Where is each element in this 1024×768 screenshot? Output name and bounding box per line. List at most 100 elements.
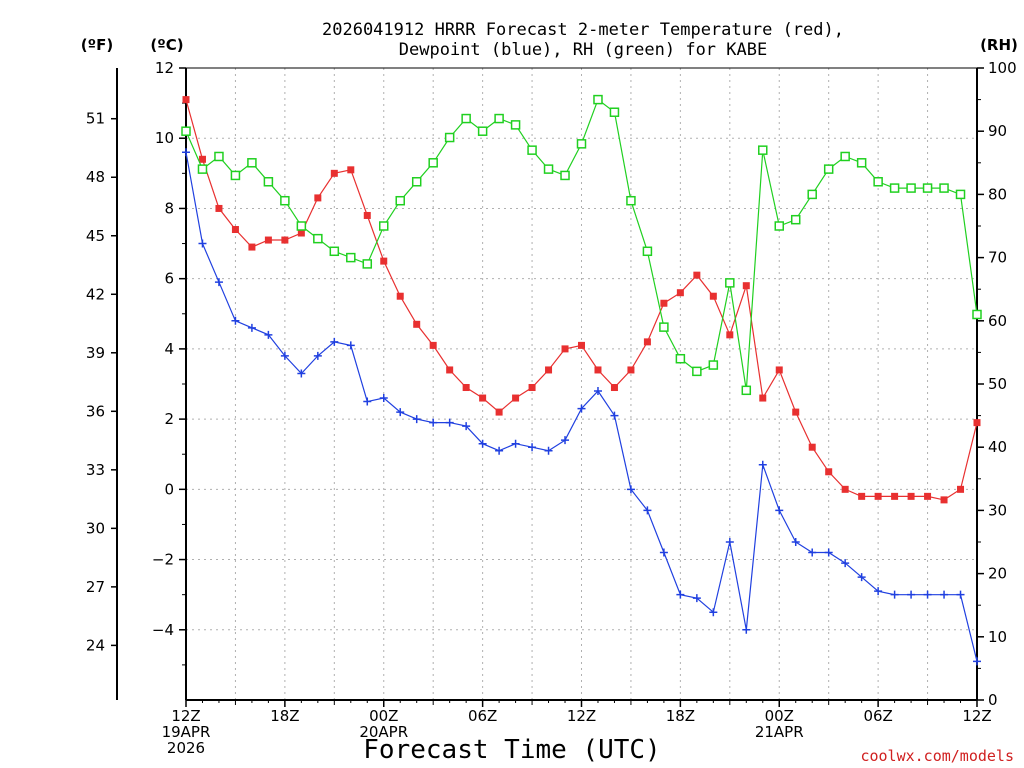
dewpoint-point [198,239,207,248]
rh-tick-label: 0 [988,691,998,709]
dewpoint-point [857,573,866,582]
rh-point [774,221,784,231]
temperature-point [726,331,734,339]
fahrenheit-tick-label: 33 [86,461,105,479]
temperature-point [512,394,520,402]
temperature-point [281,236,289,244]
rh-point [296,221,307,231]
celsius-unit-label: (ºC) [150,36,183,54]
temperature-point [940,496,948,504]
dewpoint-point [412,415,421,424]
rh-point [922,183,933,193]
rh-tick-label: 40 [988,438,1007,456]
rh-point [675,353,686,364]
rh-point [560,170,570,181]
rh-point [346,252,356,263]
x-tick-label: 20APR [359,723,408,741]
temperature-point [578,341,585,349]
dewpoint-point [907,590,916,599]
temperature-point [907,492,915,500]
rh-point [972,309,982,320]
celsius-tick-label: −2 [152,551,174,569]
chart-title-line2: Dewpoint (blue), RH (green) for KABE [399,40,767,60]
rh-point [263,177,274,187]
celsius-tick-label: 0 [164,480,174,498]
chart-title-line1: 2026041912 HRRR Forecast 2-meter Tempera… [322,20,844,40]
rh-point [626,195,636,206]
dewpoint-point [956,590,965,599]
temperature-point [198,155,206,163]
dewpoint-point [330,337,339,346]
dewpoint-point [692,594,701,603]
fahrenheit-tick-label: 27 [86,578,105,596]
celsius-tick-label: 6 [164,270,174,288]
dewpoint-point [973,657,981,666]
temperature-point [627,366,635,374]
dewpoint-point [247,323,256,332]
dewpoint-point [676,590,685,599]
temperature-point [545,366,553,374]
fahrenheit-tick-label: 51 [86,110,105,128]
rh-point [362,259,373,269]
fahrenheit-tick-label: 42 [86,285,105,303]
x-tick-label: 06Z [468,707,497,725]
dewpoint-point [824,548,833,557]
dewpoint-point [593,387,602,396]
dewpoint-point [923,590,932,599]
temperature-point [858,492,866,500]
dewpoint-point [396,408,405,417]
celsius-tick-label: −4 [152,621,174,639]
credit-text: coolwx.com/models [860,747,1014,765]
dewpoint-point [182,148,190,157]
temperature-point [742,282,750,290]
temperature-point [643,338,651,346]
rh-point [214,151,224,162]
dewpoint-point [709,608,718,617]
rh-point [939,183,949,193]
rh-point [741,385,752,396]
dewpoint-point [742,625,751,634]
x-tick-label: 19APR [162,723,211,741]
temperature-point [676,289,684,297]
temperature-point [775,366,783,374]
temperature-point [709,292,717,300]
dewpoint-point [445,418,454,427]
fahrenheit-tick-label: 48 [86,168,105,186]
dewpoint-point [791,538,800,546]
dewpoint-point [511,439,520,448]
dewpoint-point [561,436,570,445]
dewpoint-point [214,278,223,287]
dewpoint-point [577,404,586,413]
rh-point [889,183,900,193]
rh-point [461,113,471,124]
temperature-point [264,236,272,244]
dewpoint-point [725,538,734,546]
data-series [181,94,982,666]
fahrenheit-tick-label: 39 [86,344,105,362]
rh-point [181,126,191,136]
dewpoint-point [544,446,553,455]
rh-point [197,164,208,174]
temperature-point [693,271,701,279]
rh-point [280,195,290,206]
rh-point [758,145,768,155]
rh-point [230,170,241,181]
temperature-point [561,345,569,353]
dewpoint-point [643,506,652,515]
rh-point [543,164,554,174]
rh-point [247,158,257,168]
rh-tick-label: 20 [988,565,1007,583]
rh-point [725,278,735,288]
temperature-point [231,226,239,234]
dewpoint-point [940,590,949,599]
rh-tick-label: 80 [988,185,1007,203]
rh-point [494,113,504,124]
dewpoint-point [610,411,619,420]
fahrenheit-tick-label: 24 [86,636,105,654]
dewpoint-point [231,316,240,325]
rh-tick-label: 60 [988,312,1007,330]
temperature-point [446,366,454,374]
dewpoint-point [775,506,784,515]
temperature-point [462,384,470,392]
